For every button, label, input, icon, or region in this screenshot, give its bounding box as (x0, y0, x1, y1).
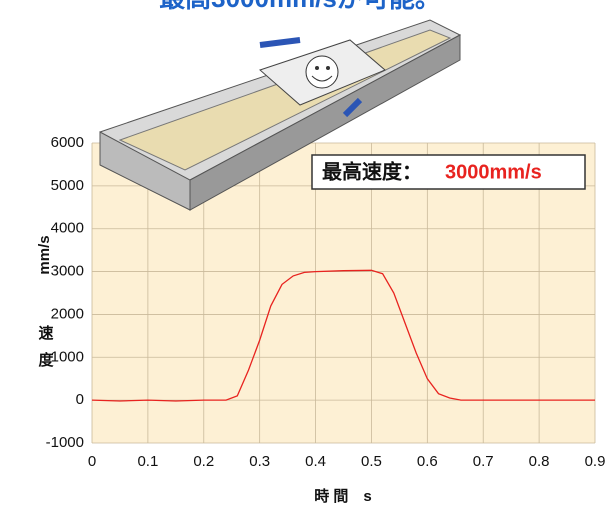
x-tick-label: 0 (88, 453, 96, 470)
slide-illustration (99, 19, 462, 211)
y-axis-unit: mm/s (36, 235, 53, 274)
y-tick-label: 3000 (51, 263, 84, 280)
annotation-box (311, 154, 586, 190)
y-axis-label: 速度 (37, 324, 54, 379)
x-tick-label: 0.7 (473, 453, 494, 470)
x-tick-label: 0.2 (193, 453, 214, 470)
data-line (91, 269, 595, 402)
x-axis-label: 時 間 s (314, 487, 372, 505)
x-tick-label: 0.5 (361, 453, 382, 470)
y-tick-label: 5000 (51, 177, 84, 194)
x-tick-label: 0.1 (137, 453, 158, 470)
x-tick-label: 0.4 (305, 453, 326, 470)
annotation-label: 最高速度： (322, 159, 422, 183)
y-tick-label: -1000 (46, 434, 84, 451)
x-tick-label: 0.3 (249, 453, 270, 470)
chart-title: 最高3000mm/sが可能。 (159, 0, 441, 13)
annotation-value: 3000mm/s (445, 161, 542, 183)
y-tick-label: 1000 (51, 348, 84, 365)
y-tick-label: 0 (76, 391, 84, 408)
x-tick-label: 0.8 (529, 453, 550, 470)
y-tick-label: 4000 (51, 220, 84, 237)
y-tick-label: 6000 (51, 134, 84, 151)
x-tick-label: 0.9 (585, 453, 606, 470)
x-tick-label: 0.6 (417, 453, 438, 470)
y-tick-label: 2000 (51, 305, 84, 322)
